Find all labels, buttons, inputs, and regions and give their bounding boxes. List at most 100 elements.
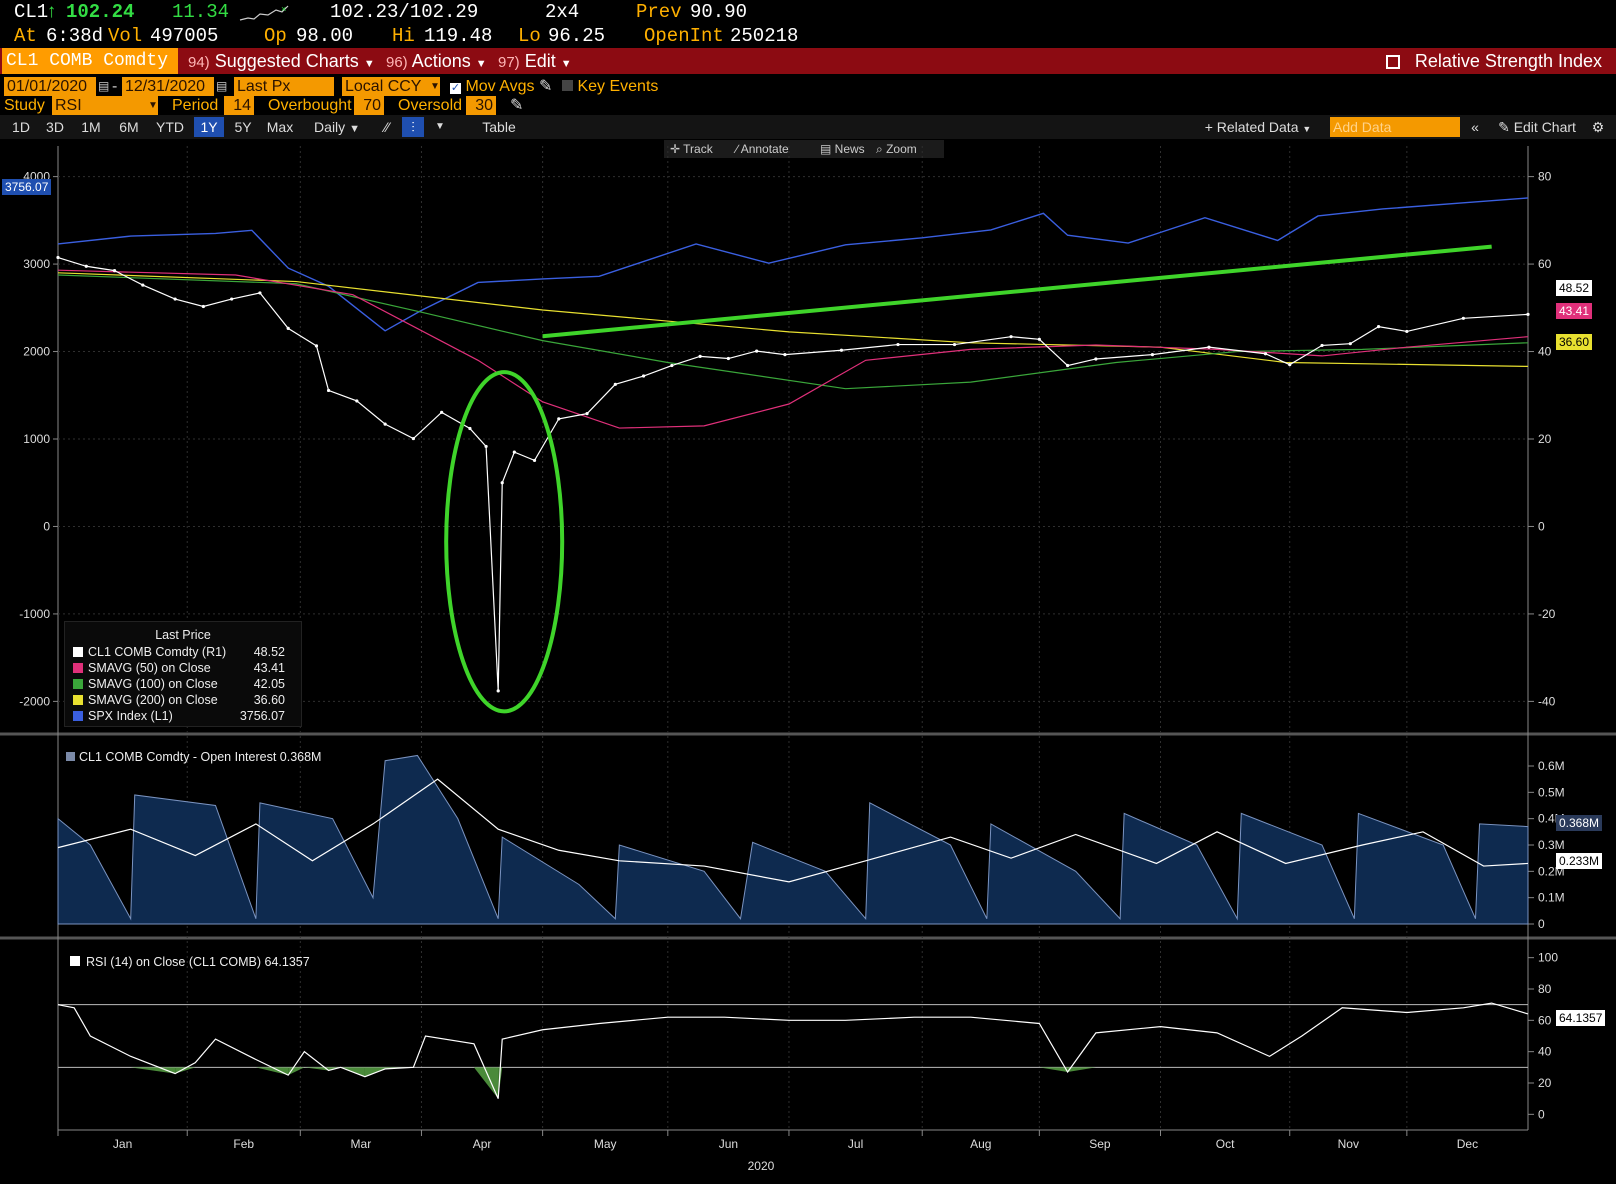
range-1y-button[interactable]: 1Y (194, 117, 224, 137)
relative-strength-title[interactable]: Relative Strength Index (1385, 48, 1602, 74)
up-arrow-icon: ↑ (46, 1, 58, 23)
related-data-label: Related Data (1216, 119, 1299, 135)
actions-label: Actions (411, 51, 471, 71)
x-tick-label: Nov (1338, 1137, 1359, 1151)
legend-row[interactable]: SPX Index (L1) 3756.07 (73, 708, 293, 724)
add-data-input[interactable]: Add Data (1330, 117, 1460, 137)
prev-label: Prev (636, 1, 682, 23)
range-3d-button[interactable]: 3D (46, 119, 64, 135)
security-field[interactable]: CL1 COMB Comdty (2, 48, 178, 74)
last-price: 102.24 (66, 1, 135, 23)
left-tick-label: -2000 (19, 694, 50, 708)
cl1-price-point (1207, 345, 1211, 349)
cl1-price-point (84, 264, 88, 268)
table-button[interactable]: Table (482, 119, 516, 135)
cl1-price-point (1263, 352, 1268, 356)
rsi-oversold-fill (255, 1067, 289, 1076)
cl1-price-point (286, 326, 290, 330)
x-tick-label: Jan (113, 1137, 132, 1151)
range-1d-button[interactable]: 1D (12, 119, 30, 135)
legend-value: 43.41 (253, 661, 285, 675)
news-tool[interactable]: ▤ News (820, 142, 865, 156)
range-5y-button[interactable]: 5Y (234, 119, 252, 135)
range-1m-button[interactable]: 1M (81, 119, 101, 135)
start-date-input[interactable]: 01/01/2020 (4, 77, 96, 96)
quote-header-row-1: CL1 ↑ 102.24 11.34 × 102.23/102.29 2x4 P… (0, 0, 1616, 24)
zoom-tool[interactable]: ⌕ Zoom (876, 142, 917, 156)
calendar-icon[interactable]: ▤ (216, 79, 228, 93)
svg-text:×: × (281, 5, 286, 15)
gear-icon[interactable]: ⚙ (1591, 119, 1605, 135)
pencil-icon: ✎ (1498, 119, 1510, 135)
cl1-price-point (355, 399, 359, 403)
lo-label: Lo (518, 25, 541, 47)
legend-swatch (73, 663, 83, 673)
range-6m-button[interactable]: 6M (119, 119, 139, 135)
price-field-select[interactable]: Last Px (234, 77, 334, 96)
left-tick-label: 2000 (23, 345, 50, 359)
legend-swatch (73, 711, 83, 721)
cl1-price-point (496, 689, 500, 693)
cl1-price-point (896, 342, 900, 347)
suggested-charts-label: Suggested Charts (214, 51, 359, 71)
currency-select[interactable]: Local CCY (342, 77, 440, 96)
annotate-tool[interactable]: ∕ Annotate (736, 142, 789, 156)
period-input[interactable]: 14 (224, 96, 254, 115)
openint-label: OpenInt (644, 25, 724, 47)
pencil-icon[interactable]: ✎ (510, 97, 524, 114)
legend-row[interactable]: SMAVG (100) on Close 42.05 (73, 676, 293, 692)
overbought-input[interactable]: 70 (354, 96, 384, 115)
oi-tick-label: 0.3M (1538, 838, 1565, 852)
legend-row[interactable]: SMAVG (200) on Close 36.60 (73, 692, 293, 708)
frequency-select[interactable]: Daily ▼ (306, 117, 368, 137)
key-events-toggle[interactable]: Key Events (562, 77, 658, 96)
legend-label: SMAVG (100) on Close (88, 677, 218, 691)
rsi-title-text: RSI (14) on Close (CL1 COMB) 64.1357 (86, 955, 310, 969)
open-interest-title: CL1 COMB Comdty - Open Interest 0.368M (66, 750, 321, 764)
line-chart-icon[interactable]: ⁄⁄ (384, 119, 390, 135)
op-value: 98.00 (296, 25, 354, 47)
chevron-down-icon: ▼ (430, 81, 440, 92)
bid-ask: 102.23/102.29 (330, 1, 479, 23)
hi-value: 119.48 (424, 25, 493, 47)
study-select[interactable]: RSI (52, 96, 158, 115)
legend-row[interactable]: SMAVG (50) on Close 43.41 (73, 660, 293, 676)
mov-avgs-toggle[interactable]: ✓ Mov Avgs ✎ (450, 77, 552, 96)
oversold-label: Oversold (398, 97, 463, 114)
cl1-price-point (613, 382, 617, 386)
ticker[interactable]: CL1 (14, 1, 49, 23)
edit-chart-button[interactable]: ✎ Edit Chart (1488, 117, 1586, 137)
cl1-price-point (726, 356, 730, 361)
legend-row[interactable]: CL1 COMB Comdty (R1) 48.52 (73, 644, 293, 660)
legend-title: Last Price (155, 628, 211, 642)
suggested-charts-menu[interactable]: 94) Suggested Charts ▼ (188, 48, 375, 74)
actions-menu[interactable]: 96) Actions ▼ (386, 48, 487, 74)
collapse-icon[interactable]: « (1471, 119, 1479, 135)
cl1-price-point (258, 291, 262, 295)
calendar-icon[interactable]: ▤ (98, 79, 110, 93)
track-tool[interactable]: ✛ Track (670, 142, 713, 156)
pencil-icon[interactable]: ✎ (538, 78, 553, 95)
range-max-button[interactable]: Max (266, 119, 294, 135)
end-date-input[interactable]: 12/31/2020 (122, 77, 214, 96)
cl1-price-point (512, 450, 516, 454)
oversold-input[interactable]: 30 (466, 96, 496, 115)
legend-value: 36.60 (253, 693, 285, 707)
edit-menu[interactable]: 97) Edit ▼ (498, 48, 572, 74)
cl1-price-point (411, 436, 415, 441)
cl1-price-point (112, 269, 117, 273)
actions-number: 96) (386, 54, 408, 71)
news-label: News (834, 142, 865, 156)
x-tick-label: Mar (351, 1137, 372, 1151)
chart-canvas[interactable]: Jan Feb Mar Apr May Jun Jul Aug Sep Oct Nov Dec2020… (0, 140, 1616, 1184)
cl1-price-point (383, 422, 387, 426)
x-tick-label: Oct (1216, 1137, 1235, 1151)
left-tick-label: -1000 (19, 607, 50, 621)
chevron-down-icon: ▼ (349, 123, 360, 135)
bar-chart-icon[interactable]: ⫶ (402, 117, 424, 137)
cl1-price-point (783, 352, 787, 357)
range-ytd-button[interactable]: YTD (156, 119, 184, 135)
right-tick-label: 80 (1538, 170, 1552, 184)
chevron-down-icon[interactable]: ▼ (435, 121, 445, 132)
related-data-menu[interactable]: + Related Data ▼ (1198, 117, 1318, 137)
